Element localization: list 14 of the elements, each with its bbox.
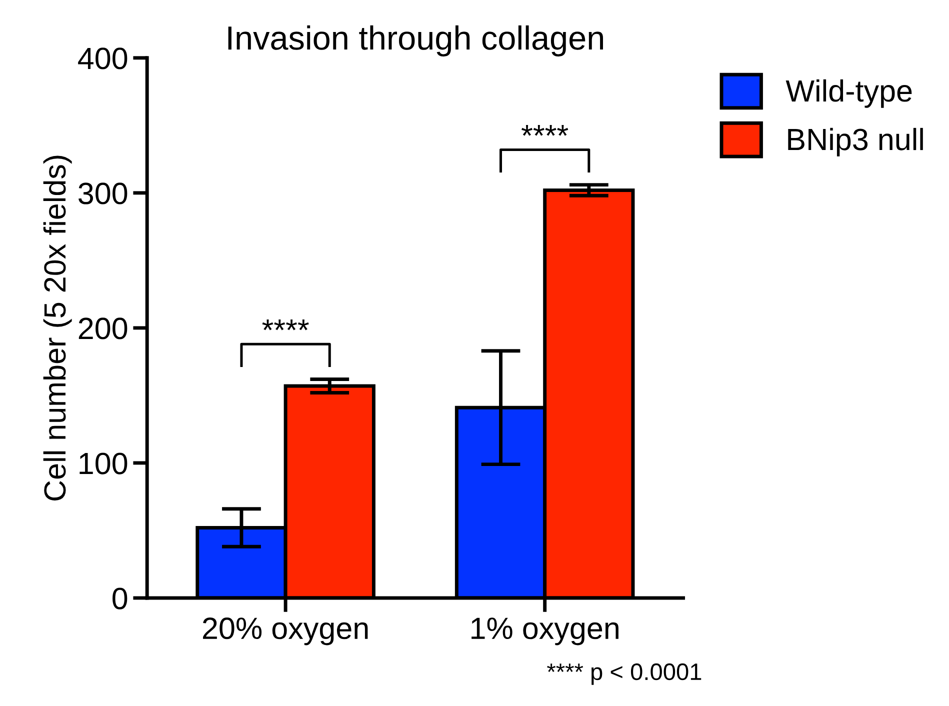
y-tick-label: 200 xyxy=(78,318,128,340)
y-tick-label: 400 xyxy=(78,48,128,70)
y-tick-label: 100 xyxy=(80,452,128,474)
y-axis-title: Cell number (5 20x fields) xyxy=(43,156,72,500)
legend-label: BNip3 null xyxy=(788,128,923,156)
chart-title: Invasion through collagen xyxy=(228,25,603,56)
text: **** p < 0.0001 xyxy=(547,663,702,685)
y-tick-label: 0 xyxy=(112,588,128,610)
annotation: **** xyxy=(262,319,309,330)
legend-label: Wild-type xyxy=(786,79,912,108)
annotation: **** xyxy=(522,125,568,136)
x-tick-label: 20% oxygen xyxy=(203,618,368,646)
y-tick-label: 300 xyxy=(78,182,128,204)
x-tick-label: 1% oxygen xyxy=(472,618,618,646)
